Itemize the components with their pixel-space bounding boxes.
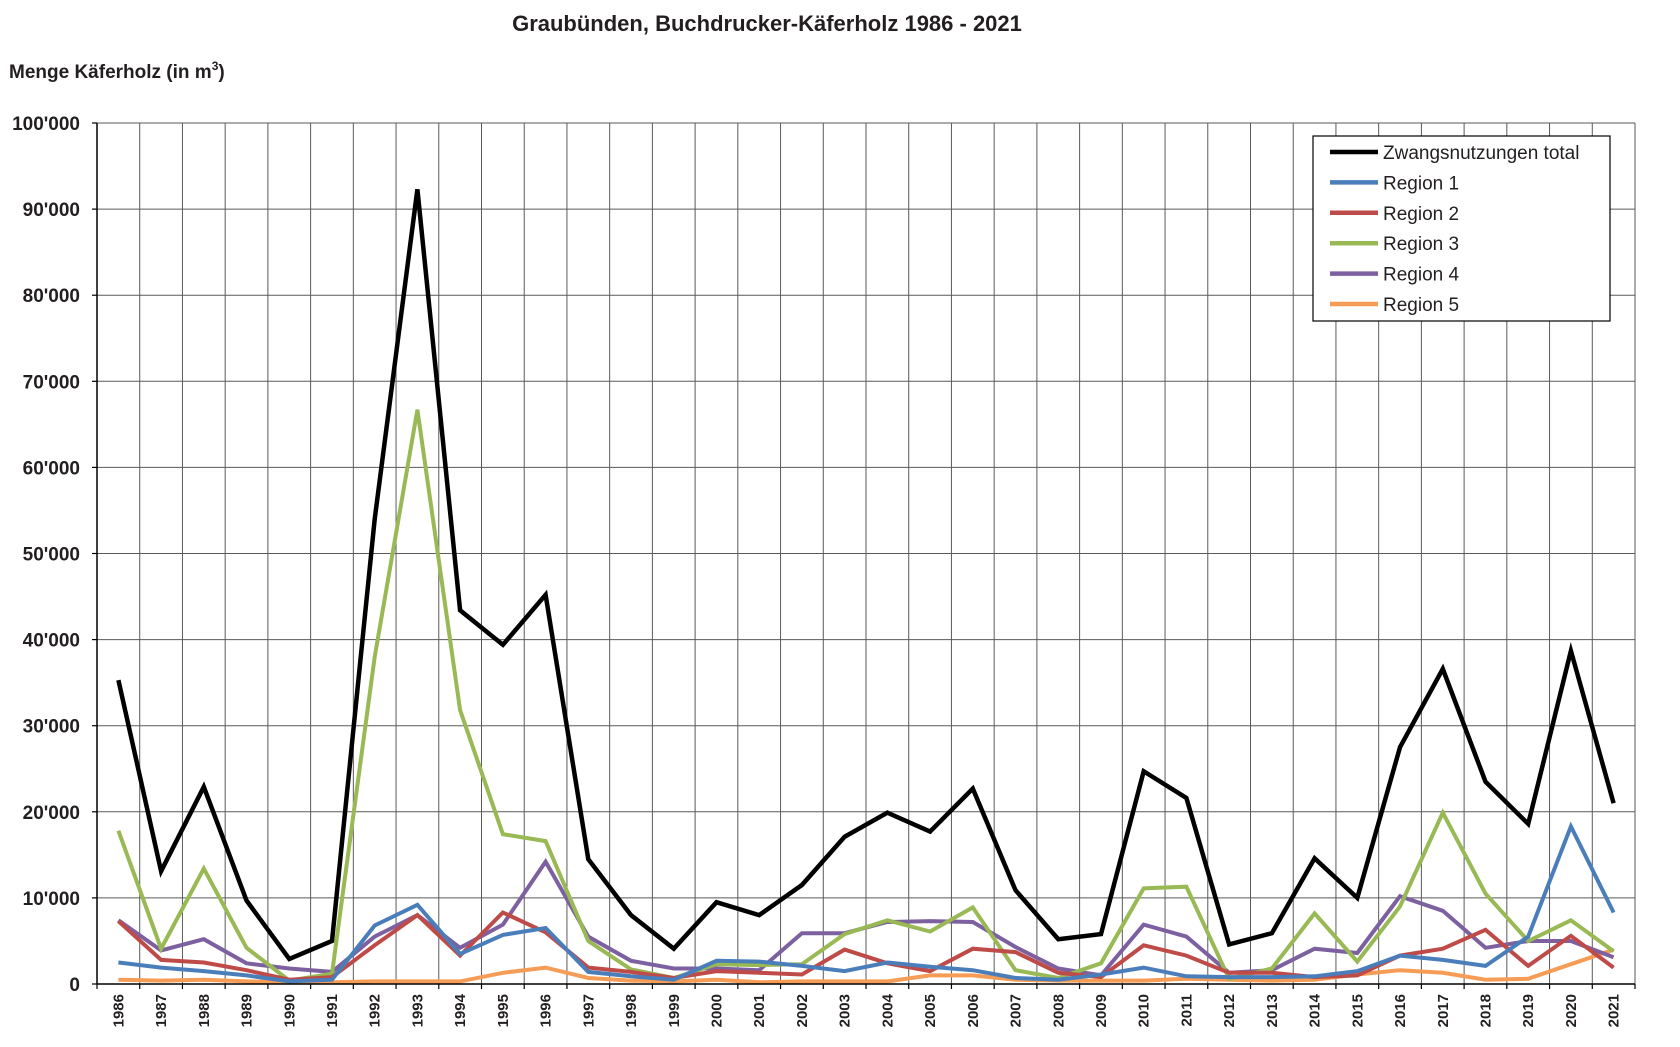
x-tick-label: 2002	[794, 994, 811, 1027]
x-tick-label: 2009	[1093, 994, 1110, 1027]
x-tick-label: 2003	[837, 994, 854, 1027]
x-tick-label: 2006	[965, 994, 982, 1027]
y-tick-label: 10'000	[23, 889, 80, 910]
y-tick-label: 80'000	[23, 286, 80, 307]
x-tick-label: 2011	[1178, 994, 1195, 1027]
y-tick-label: 90'000	[23, 200, 80, 221]
legend-label: Zwangsnutzungen total	[1383, 143, 1579, 164]
x-tick-label: 2021	[1606, 994, 1623, 1027]
y-axis-ticks: 0 10'000 20'000 30'000 40'000 50'000 60'000 70'…	[12, 114, 97, 996]
legend-box	[1312, 135, 1611, 322]
series-line-region-1	[118, 821, 1616, 984]
x-tick-label: 2007	[1008, 994, 1025, 1027]
x-tick-label: 2001	[751, 994, 768, 1027]
series-line-region-2	[117, 910, 1615, 982]
x-tick-label: 2015	[1349, 994, 1366, 1027]
x-tick-label: 1993	[409, 994, 426, 1027]
x-tick-label: 1996	[538, 994, 555, 1027]
legend-label: Region 4	[1383, 265, 1459, 286]
x-tick-label: 2020	[1563, 994, 1580, 1027]
y-tick-label: 30'000	[23, 717, 80, 738]
x-tick-label: 2013	[1264, 994, 1281, 1027]
y-tick-label: 50'000	[23, 545, 80, 566]
x-tick-label: 1990	[281, 994, 298, 1027]
x-tick-label: 1987	[153, 994, 170, 1027]
x-axis-ticks: 1986 1987 1988 1989 1990 1991 1992 1993 1994 1995…	[96, 984, 1636, 1027]
grid	[97, 122, 1636, 984]
y-tick-label: 70'000	[23, 372, 80, 393]
x-tick-label: 2010	[1136, 994, 1153, 1027]
x-tick-label: 1991	[324, 994, 341, 1027]
x-tick-label: 2014	[1307, 993, 1324, 1027]
x-tick-label: 2004	[879, 993, 896, 1027]
legend-label: Region 2	[1383, 204, 1459, 225]
series-lines	[116, 189, 1616, 985]
y-axis-label: Menge Käferholz (in m3)	[9, 59, 225, 83]
x-tick-label: 1997	[580, 994, 597, 1027]
x-tick-label: 1988	[196, 994, 213, 1027]
legend: Zwangsnutzungen total Region 1 Region 2 Reg…	[1312, 135, 1611, 322]
x-tick-label: 2005	[922, 994, 939, 1027]
x-tick-label: 2018	[1477, 994, 1494, 1027]
y-tick-label: 0	[69, 975, 80, 996]
x-tick-label: 2000	[708, 994, 725, 1027]
x-tick-label: 1999	[666, 994, 683, 1027]
x-tick-label: 2019	[1520, 994, 1537, 1027]
x-tick-label: 2008	[1050, 994, 1067, 1027]
x-tick-label: 1994	[452, 993, 469, 1027]
series-line-zwangsnutzungen-total	[116, 189, 1616, 962]
legend-label: Region 1	[1383, 173, 1459, 194]
y-tick-label: 60'000	[23, 458, 80, 479]
x-tick-label: 2016	[1392, 994, 1409, 1027]
y-tick-label: 20'000	[23, 803, 80, 824]
chart-title: Graubünden, Buchdrucker-Käferholz 1986 -…	[512, 11, 1022, 36]
series-line-region-3	[116, 409, 1615, 983]
legend-label: Region 5	[1383, 295, 1459, 316]
y-tick-label: 100'000	[12, 114, 80, 135]
x-tick-label: 1986	[110, 994, 127, 1027]
x-tick-label: 1995	[495, 994, 512, 1027]
x-tick-label: 2017	[1435, 994, 1452, 1027]
axes	[96, 123, 1635, 985]
y-tick-label: 40'000	[23, 631, 80, 652]
x-tick-label: 1989	[239, 994, 256, 1027]
x-tick-label: 1992	[367, 994, 384, 1027]
x-tick-label: 2012	[1221, 994, 1238, 1027]
x-tick-label: 1998	[623, 994, 640, 1027]
legend-label: Region 3	[1383, 234, 1459, 255]
